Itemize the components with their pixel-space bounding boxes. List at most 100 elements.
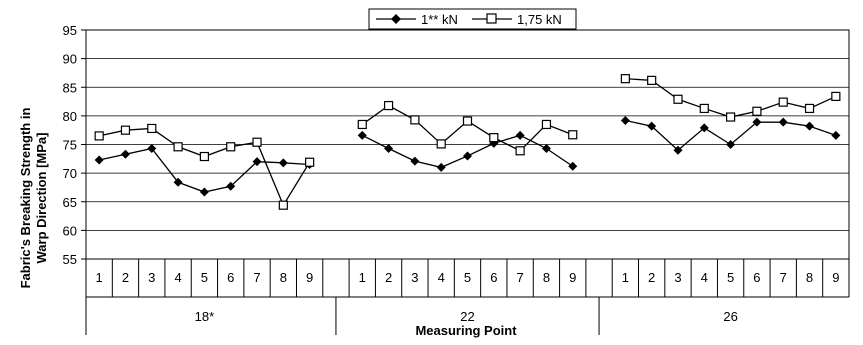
x-tick-label: 5 bbox=[727, 270, 734, 285]
series-1-point bbox=[752, 117, 762, 127]
series-1-point bbox=[173, 177, 183, 187]
series-2-point bbox=[752, 106, 762, 116]
y-tick-label: 55 bbox=[63, 252, 77, 267]
series-1-point bbox=[620, 115, 630, 125]
series-1-point bbox=[568, 161, 578, 171]
x-tick-label: 6 bbox=[227, 270, 234, 285]
series-1-line-group-2 bbox=[361, 134, 574, 169]
series-2-point bbox=[568, 130, 578, 140]
x-group-label: 22 bbox=[460, 309, 474, 324]
x-tick-label: 1 bbox=[359, 270, 366, 285]
series-2-point bbox=[673, 94, 683, 104]
y-tick-label: 70 bbox=[63, 166, 77, 181]
series-2-point bbox=[305, 157, 315, 167]
series-2-line-group-2 bbox=[361, 104, 573, 152]
y-tick-label: 75 bbox=[63, 138, 77, 153]
x-group-label: 18* bbox=[195, 309, 215, 324]
series-2-point bbox=[173, 142, 183, 152]
series-1-point bbox=[778, 117, 788, 127]
series-2-point bbox=[804, 103, 815, 114]
legend-label-series-1: 1** kN bbox=[421, 12, 458, 27]
series-2-point bbox=[436, 139, 446, 149]
x-tick-label: 9 bbox=[832, 270, 839, 285]
series-1-point bbox=[120, 149, 130, 159]
series-2-point bbox=[699, 103, 709, 114]
y-tick-label: 85 bbox=[63, 80, 77, 95]
x-tick-label: 1 bbox=[96, 270, 103, 285]
legend-marker-series-1 bbox=[391, 14, 401, 24]
series-1-point bbox=[357, 130, 367, 140]
x-group-label: 26 bbox=[723, 309, 737, 324]
legend-label-series-2: 1,75 kN bbox=[517, 12, 562, 27]
legend-marker-series-2 bbox=[486, 13, 497, 24]
series-1-point bbox=[384, 144, 394, 154]
y-tick-label: 90 bbox=[63, 52, 77, 67]
y-axis-title-line2: Warp Direction [MPa] bbox=[34, 133, 49, 264]
x-tick-label: 8 bbox=[806, 270, 813, 285]
series-2-point bbox=[147, 123, 157, 134]
x-tick-label: 2 bbox=[648, 270, 655, 285]
series-1-point bbox=[199, 187, 209, 197]
y-axis-title-line1: Fabric's Breaking Strength in bbox=[18, 108, 33, 289]
x-tick-label: 5 bbox=[201, 270, 208, 285]
series-2-point bbox=[199, 151, 209, 162]
series-2-point bbox=[462, 116, 473, 126]
x-tick-label: 5 bbox=[464, 270, 471, 285]
series-2-point bbox=[252, 137, 262, 147]
x-tick-label: 7 bbox=[253, 270, 260, 285]
series-1-point bbox=[463, 151, 472, 161]
series-2-point bbox=[726, 112, 736, 122]
x-tick-label: 9 bbox=[306, 270, 313, 285]
series-1-point bbox=[278, 158, 288, 168]
series-2-point bbox=[357, 119, 367, 130]
series-1-point bbox=[647, 121, 657, 131]
series-2-point bbox=[515, 146, 525, 156]
x-tick-label: 2 bbox=[122, 270, 129, 285]
x-axis-title: Measuring Point bbox=[415, 323, 517, 338]
series-1-point bbox=[699, 123, 709, 133]
x-tick-label: 4 bbox=[438, 270, 445, 285]
series-2-point bbox=[383, 100, 394, 111]
series-1-point bbox=[147, 144, 157, 154]
x-tick-label: 7 bbox=[780, 270, 787, 285]
series-1-point bbox=[831, 130, 841, 140]
series-1-point bbox=[252, 157, 262, 167]
series-2-line-group-3 bbox=[625, 78, 837, 118]
y-tick-label: 65 bbox=[63, 195, 77, 210]
legend: 1** kN 1,75 kN bbox=[368, 8, 577, 30]
series-2-point bbox=[831, 91, 841, 102]
x-tick-label: 8 bbox=[280, 270, 287, 285]
x-tick-label: 4 bbox=[701, 270, 708, 285]
series-2-point bbox=[647, 75, 657, 85]
y-tick-label: 60 bbox=[63, 223, 77, 238]
x-tick-label: 2 bbox=[385, 270, 392, 285]
x-tick-label: 6 bbox=[490, 270, 497, 285]
series-2-point bbox=[226, 142, 236, 152]
series-2-point bbox=[94, 131, 104, 141]
series-1-point bbox=[726, 140, 736, 149]
series-1-point bbox=[805, 121, 815, 131]
series-1-point bbox=[226, 181, 236, 191]
series-2-point bbox=[489, 133, 499, 143]
series-1-point bbox=[94, 155, 104, 165]
series-2-point bbox=[410, 115, 420, 125]
x-tick-label: 3 bbox=[411, 270, 418, 285]
x-tick-label: 4 bbox=[174, 270, 181, 285]
series-2-point bbox=[620, 74, 630, 84]
series-2-point bbox=[120, 125, 131, 135]
series-2-point bbox=[541, 119, 552, 130]
x-tick-label: 3 bbox=[674, 270, 681, 285]
x-tick-label: 3 bbox=[148, 270, 155, 285]
series-1-point bbox=[436, 162, 446, 172]
x-tick-label: 8 bbox=[543, 270, 550, 285]
series-1-point bbox=[673, 145, 683, 155]
y-tick-label: 80 bbox=[63, 109, 77, 124]
y-tick-label: 95 bbox=[63, 23, 77, 38]
series-2-point bbox=[778, 97, 788, 107]
x-tick-label: 6 bbox=[753, 270, 760, 285]
series-1-point bbox=[541, 144, 551, 154]
x-tick-label: 9 bbox=[569, 270, 576, 285]
x-tick-label: 1 bbox=[622, 270, 629, 285]
series-2-point bbox=[278, 200, 288, 210]
